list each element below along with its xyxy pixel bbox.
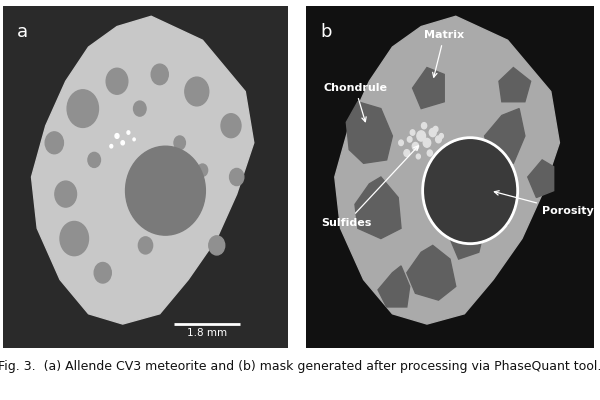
Circle shape [417, 131, 425, 141]
Text: 1.8 mm: 1.8 mm [187, 328, 227, 338]
Text: Porosity: Porosity [494, 191, 594, 216]
Circle shape [67, 90, 98, 128]
Ellipse shape [424, 139, 516, 242]
Circle shape [412, 142, 419, 150]
Circle shape [439, 134, 443, 138]
Circle shape [230, 168, 244, 186]
Polygon shape [499, 68, 530, 102]
Text: Sulfides: Sulfides [321, 146, 418, 228]
Text: Matrix: Matrix [424, 30, 464, 77]
Circle shape [399, 140, 403, 146]
Circle shape [134, 101, 146, 116]
Polygon shape [479, 198, 508, 232]
Polygon shape [378, 266, 410, 307]
Circle shape [197, 164, 208, 176]
Polygon shape [335, 16, 559, 324]
Circle shape [407, 137, 412, 142]
Polygon shape [407, 245, 456, 300]
Circle shape [433, 126, 438, 132]
Circle shape [421, 123, 427, 129]
Text: Fig. 3.  (a) Allende CV3 meteorite and (b) mask generated after processing via P: Fig. 3. (a) Allende CV3 meteorite and (b… [0, 360, 600, 373]
Polygon shape [355, 177, 401, 238]
Text: Chondrule: Chondrule [323, 83, 387, 122]
Circle shape [45, 132, 64, 154]
Circle shape [121, 141, 124, 145]
Ellipse shape [125, 146, 205, 235]
Circle shape [185, 77, 209, 106]
Polygon shape [450, 211, 485, 259]
Text: b: b [320, 23, 332, 41]
Circle shape [174, 136, 185, 150]
Circle shape [139, 237, 152, 254]
Circle shape [110, 144, 113, 148]
Circle shape [416, 154, 421, 159]
Circle shape [429, 128, 436, 137]
Text: a: a [17, 23, 28, 41]
Circle shape [151, 64, 168, 85]
Circle shape [209, 236, 225, 255]
Polygon shape [528, 160, 554, 198]
Circle shape [88, 152, 100, 168]
Circle shape [410, 130, 415, 135]
Polygon shape [413, 68, 444, 109]
Circle shape [94, 262, 112, 283]
Circle shape [60, 222, 89, 256]
Circle shape [436, 136, 442, 143]
Circle shape [133, 138, 135, 141]
Circle shape [423, 138, 431, 147]
Polygon shape [346, 102, 392, 163]
Circle shape [127, 131, 130, 134]
Circle shape [427, 150, 433, 156]
Circle shape [221, 114, 241, 138]
Circle shape [55, 181, 77, 207]
Polygon shape [485, 109, 525, 163]
Polygon shape [32, 16, 254, 324]
Circle shape [404, 150, 410, 156]
Circle shape [106, 68, 128, 94]
Circle shape [115, 134, 119, 138]
